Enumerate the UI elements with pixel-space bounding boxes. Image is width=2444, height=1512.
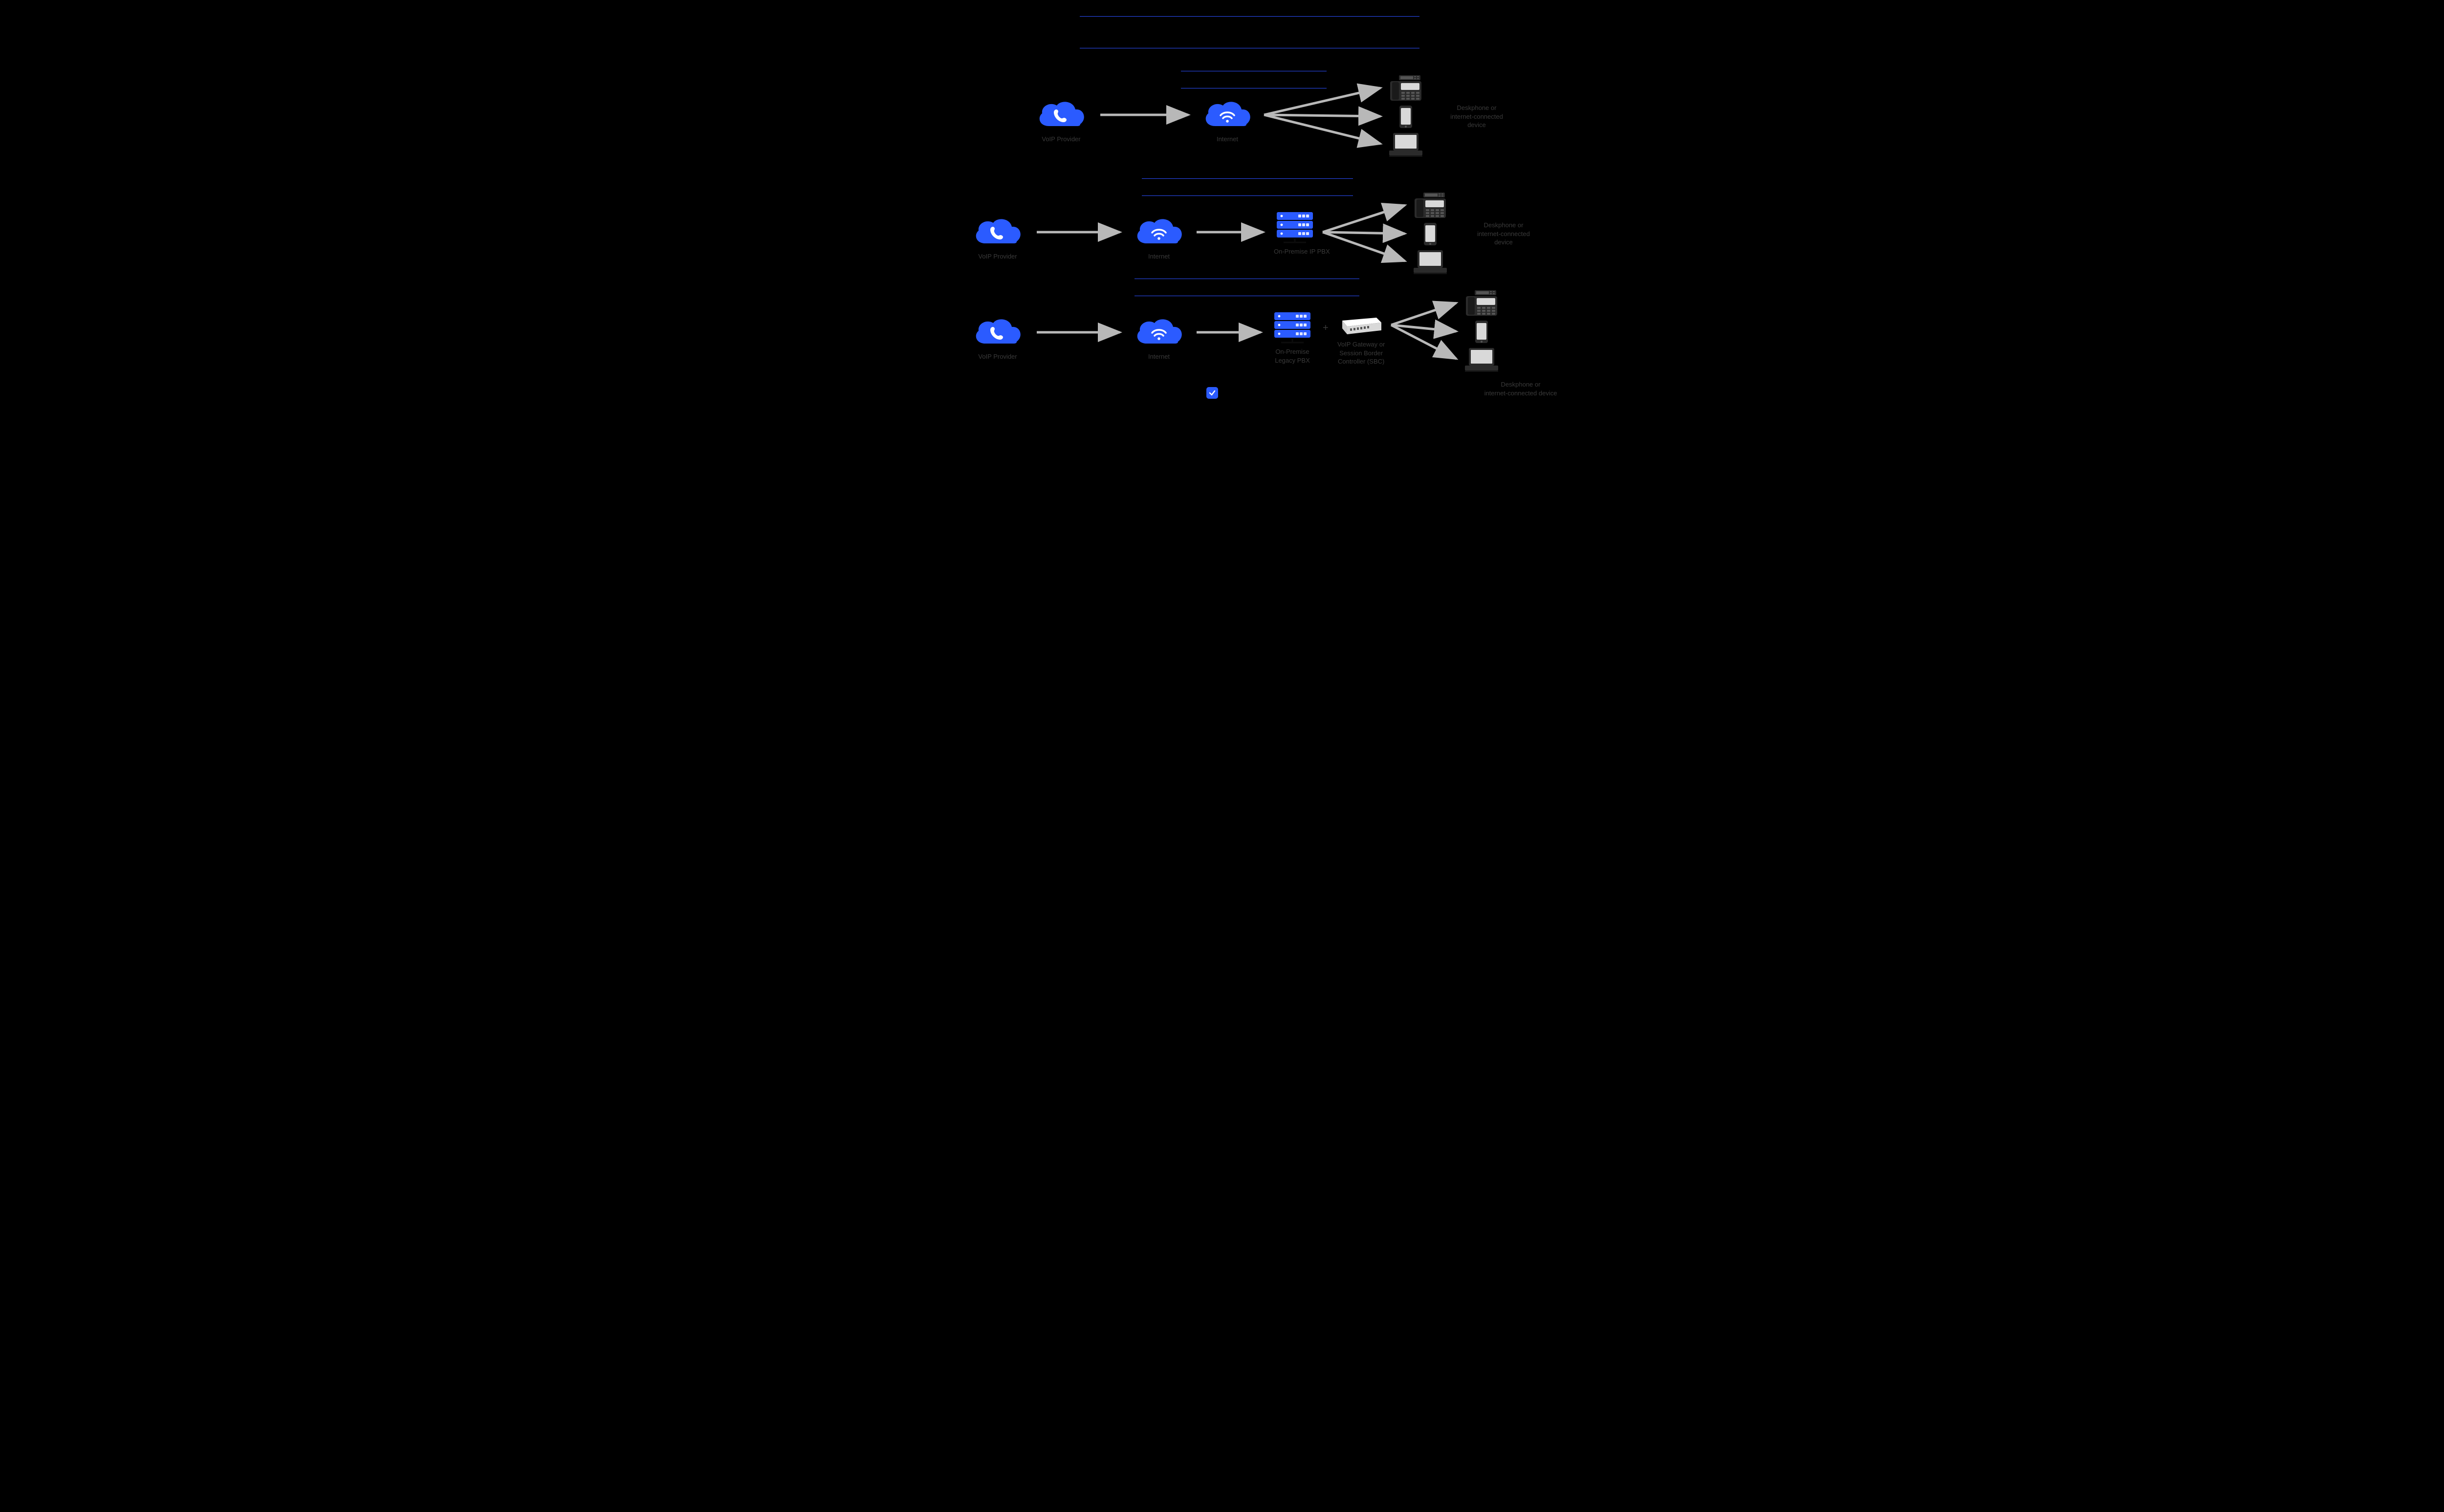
device-laptop (1386, 131, 1425, 158)
deskphone-icon (1411, 192, 1450, 221)
flow-arrow (1386, 320, 1461, 366)
plus-icon: + (1323, 323, 1329, 334)
node-server: On-Premise IP PBX (1274, 210, 1330, 256)
flow-arrow (1259, 83, 1385, 122)
device-mobile (1423, 222, 1438, 246)
cloud-wifi-icon (1200, 98, 1254, 132)
flow-arrow (1192, 327, 1266, 340)
device-laptop (1411, 248, 1450, 275)
laptop-icon (1386, 131, 1425, 158)
node-cloud-wifi: Internet (1200, 98, 1254, 144)
node-label: On-Premise IP PBX (1274, 247, 1330, 256)
node-cloud-wifi: Internet (1132, 215, 1186, 261)
flow-arrow (1318, 200, 1410, 239)
device-deskphone (1386, 74, 1425, 104)
device-group-label: Deskphone orinternet-connecteddevice (1435, 104, 1518, 130)
cloud-phone-icon (971, 315, 1025, 349)
device-group-label: Deskphone orinternet-connecteddevice (1462, 221, 1545, 247)
check-badge (1206, 387, 1218, 399)
flow-arrow (1318, 227, 1410, 268)
laptop-icon (1462, 346, 1501, 373)
laptop-icon (1411, 248, 1450, 275)
device-mobile (1398, 105, 1413, 129)
node-gateway: VoIP Gateway orSession BorderController … (1337, 318, 1385, 366)
device-mobile (1474, 320, 1489, 344)
node-label: VoIP Provider (1034, 135, 1088, 144)
node-label: Internet (1132, 352, 1186, 361)
mobile-icon (1474, 320, 1489, 344)
cloud-phone-icon (1034, 98, 1088, 132)
device-laptop (1462, 346, 1501, 373)
flow-arrow (1032, 327, 1125, 340)
device-group-label: Deskphone orinternet-connected device (1479, 380, 1562, 397)
flow-arrow (1032, 227, 1125, 239)
cloud-wifi-icon (1132, 215, 1186, 249)
mobile-icon (1423, 222, 1438, 246)
flow-arrow (1192, 227, 1268, 239)
flow-arrow (1318, 227, 1410, 241)
flow-arrow (1386, 320, 1461, 339)
section-rule (1080, 16, 1419, 17)
deskphone-icon (1386, 74, 1425, 104)
device-deskphone (1411, 192, 1450, 221)
node-cloud-wifi: Internet (1132, 315, 1186, 361)
deskphone-icon (1462, 289, 1501, 319)
node-label: Internet (1200, 135, 1254, 144)
gateway-icon (1337, 318, 1381, 337)
flow-arrow (1259, 110, 1385, 151)
node-label: VoIP Provider (971, 352, 1025, 361)
node-label: On-PremiseLegacy PBX (1271, 347, 1313, 365)
cloud-phone-icon (971, 215, 1025, 249)
mobile-icon (1398, 105, 1413, 129)
node-server: On-PremiseLegacy PBX (1271, 310, 1313, 365)
node-cloud-phone: VoIP Provider (971, 315, 1025, 361)
server-rack-icon (1271, 310, 1313, 345)
server-rack-icon (1274, 210, 1316, 244)
diagram-canvas: VoIP Provider Internet Deskphone orintern… (868, 0, 1576, 410)
flow-arrow (1386, 298, 1461, 332)
device-deskphone (1462, 289, 1501, 319)
cloud-wifi-icon (1132, 315, 1186, 349)
flow-arrow (1095, 110, 1193, 122)
node-label: Internet (1132, 252, 1186, 261)
section-rule (1142, 195, 1353, 196)
node-label: VoIP Gateway orSession BorderController … (1337, 340, 1385, 366)
node-cloud-phone: VoIP Provider (1034, 98, 1088, 144)
section-rule (1142, 178, 1353, 179)
node-label: VoIP Provider (971, 252, 1025, 261)
node-cloud-phone: VoIP Provider (971, 215, 1025, 261)
flow-arrow (1259, 110, 1385, 124)
